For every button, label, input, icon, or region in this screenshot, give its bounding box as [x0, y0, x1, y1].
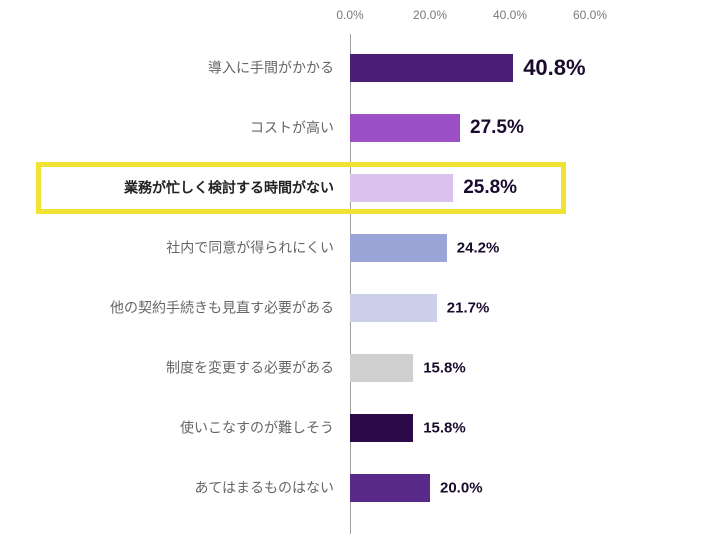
category-label: 他の契約手続きも見直す必要がある	[50, 299, 334, 318]
chart-row: 他の契約手続きも見直す必要がある 21.7%	[50, 278, 650, 338]
chart-row: コストが高い 27.5%	[50, 98, 650, 158]
chart-row: 制度を変更する必要がある 15.8%	[50, 338, 650, 398]
value-label: 15.8%	[423, 360, 466, 377]
bar	[350, 474, 430, 502]
chart-row: 使いこなすのが難しそう 15.8%	[50, 398, 650, 458]
x-axis-tick-label: 40.0%	[493, 8, 527, 22]
value-label: 24.2%	[457, 240, 500, 257]
category-label: 使いこなすのが難しそう	[50, 419, 334, 438]
category-label: 社内で同意が得られにくい	[50, 239, 334, 258]
category-label: 業務が忙しく検討する時間がない	[50, 179, 334, 198]
x-axis-tick-label: 60.0%	[573, 8, 607, 22]
chart-row: 業務が忙しく検討する時間がない 25.8%	[50, 158, 650, 218]
bar-chart: 0.0%20.0%40.0%60.0% 導入に手間がかかる40.8%コストが高い…	[50, 0, 650, 548]
bar	[350, 174, 453, 202]
x-axis-tick-label: 20.0%	[413, 8, 447, 22]
category-label: 導入に手間がかかる	[50, 59, 334, 78]
chart-row: 社内で同意が得られにくい 24.2%	[50, 218, 650, 278]
category-label: あてはまるものはない	[50, 479, 334, 498]
bar	[350, 294, 437, 322]
value-label: 20.0%	[440, 480, 483, 497]
value-label: 27.5%	[470, 117, 524, 139]
bar	[350, 54, 513, 82]
bar	[350, 114, 460, 142]
bar	[350, 354, 413, 382]
value-label: 25.8%	[463, 177, 517, 199]
value-label: 21.7%	[447, 300, 490, 317]
chart-row: あてはまるものはない 20.0%	[50, 458, 650, 518]
category-label: コストが高い	[50, 119, 334, 138]
value-label: 15.8%	[423, 420, 466, 437]
bar	[350, 234, 447, 262]
chart-plot: 導入に手間がかかる40.8%コストが高い27.5%業務が忙しく検討する時間がない…	[350, 38, 590, 528]
bar	[350, 414, 413, 442]
category-label: 制度を変更する必要がある	[50, 359, 334, 378]
chart-row: 導入に手間がかかる 40.8%	[50, 38, 650, 98]
value-label: 40.8%	[523, 55, 585, 81]
x-axis-tick-label: 0.0%	[336, 8, 363, 22]
x-axis-labels: 0.0% 20.0% 40.0% 60.0%	[50, 8, 650, 28]
